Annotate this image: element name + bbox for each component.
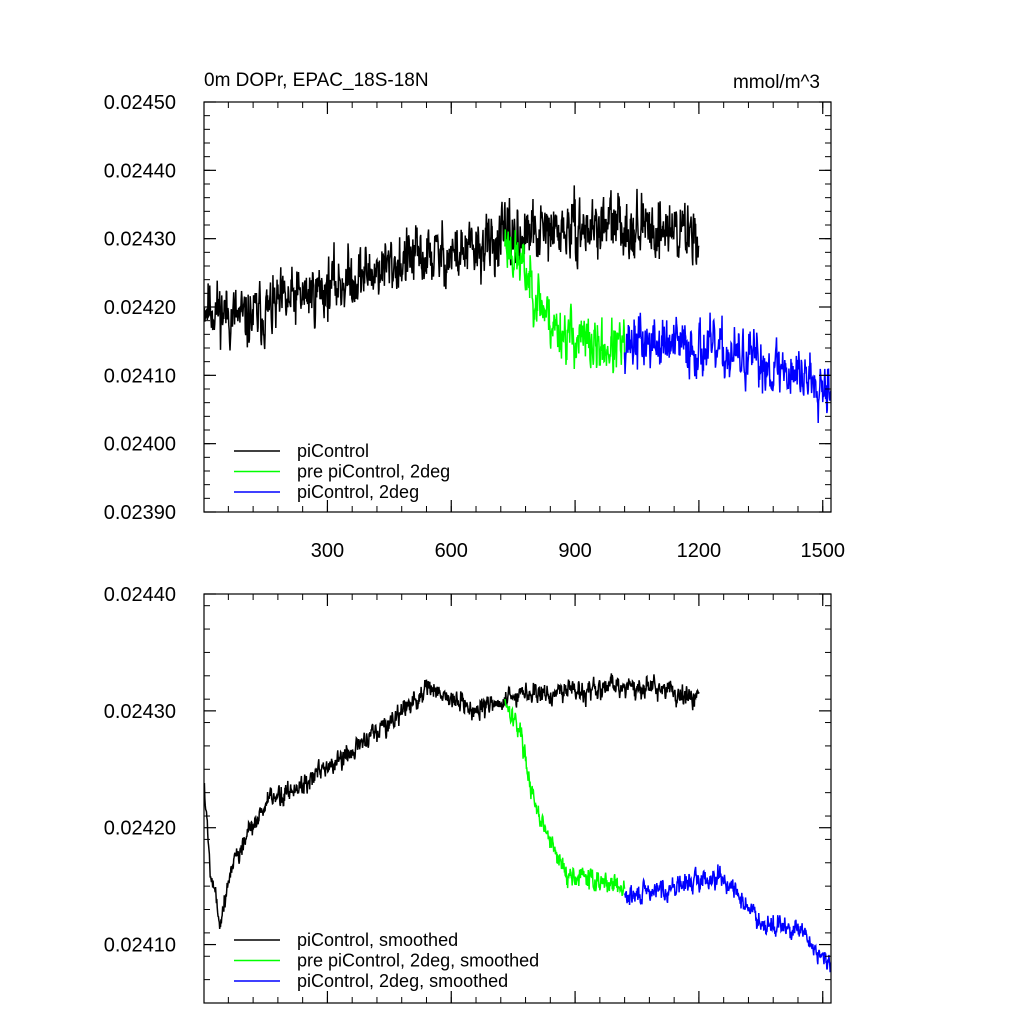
panel-bottom: 0.02410 0.02420 0.02430 0.02440 piControl, s… bbox=[104, 584, 832, 1004]
y-tick-label: 0.02420 bbox=[104, 297, 176, 319]
y-tick-label: 0.02410 bbox=[104, 365, 176, 387]
panel-top-title: 0m DOPr, EPAC_18S-18N bbox=[204, 70, 429, 91]
series-line-picontrol-2deg bbox=[623, 312, 831, 423]
panel-top-units: mmol/m^3 bbox=[733, 72, 820, 93]
series-line-picontrol-smoothed bbox=[204, 673, 700, 929]
y-tick-label: 0.02420 bbox=[104, 818, 176, 840]
series-line-pre-picontrol-2deg-smoothed bbox=[504, 698, 626, 896]
x-tick-label: 900 bbox=[558, 540, 591, 562]
y-tick-label: 0.02400 bbox=[104, 434, 176, 456]
y-tick-label: 0.02440 bbox=[104, 584, 176, 606]
legend-label: pre piControl, 2deg bbox=[297, 462, 450, 482]
legend-label: pre piControl, 2deg, smoothed bbox=[297, 951, 539, 971]
y-tick-label: 0.02450 bbox=[104, 92, 176, 114]
plot-frame bbox=[203, 593, 832, 1004]
x-tick-label: 1200 bbox=[677, 540, 722, 562]
legend-label: piControl, 2deg bbox=[297, 482, 419, 502]
y-tick-label: 0.02440 bbox=[104, 160, 176, 182]
y-tick-label: 0.02390 bbox=[104, 502, 176, 524]
x-tick-label: 600 bbox=[435, 540, 468, 562]
series-line-picontrol-2deg-smoothed bbox=[623, 864, 831, 973]
legend-label: piControl bbox=[297, 441, 369, 461]
panel-top: 0m DOPr, EPAC_18S-18N mmol/m^3 0.02390 0.… bbox=[104, 70, 845, 562]
y-tick-label: 0.02430 bbox=[104, 229, 176, 251]
y-tick-label: 0.02430 bbox=[104, 701, 176, 723]
y-tick-label: 0.02410 bbox=[104, 935, 176, 957]
series-line-picontrol bbox=[204, 185, 700, 351]
x-tick-label: 1500 bbox=[800, 540, 845, 562]
legend-label: piControl, smoothed bbox=[297, 930, 458, 950]
legend-label: piControl, 2deg, smoothed bbox=[297, 971, 508, 991]
series-line-pre-picontrol-2deg bbox=[504, 229, 626, 374]
x-tick-label: 300 bbox=[311, 540, 344, 562]
